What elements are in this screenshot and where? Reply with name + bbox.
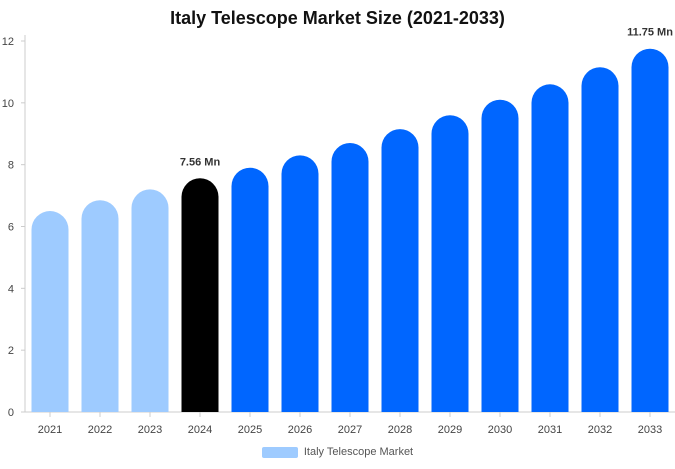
x-tick-label: 2026 <box>288 424 312 436</box>
chart-title: Italy Telescope Market Size (2021-2033) <box>170 8 505 28</box>
x-tick-label: 2030 <box>488 424 512 436</box>
y-tick-label: 10 <box>2 98 14 110</box>
bar-2027 <box>331 143 369 412</box>
bar-2032 <box>581 67 619 412</box>
x-tick-label: 2022 <box>88 424 112 436</box>
data-label: 7.56 Mn <box>180 156 221 168</box>
x-tick-label: 2023 <box>138 424 162 436</box>
y-tick-label: 4 <box>8 283 14 295</box>
bar-2033 <box>631 48 669 413</box>
y-tick-label: 0 <box>8 407 14 419</box>
x-tick-label: 2033 <box>638 424 662 436</box>
legend: Italy Telescope Market <box>0 446 675 458</box>
data-label: 11.75 Mn <box>627 27 673 39</box>
bar-2026 <box>281 155 319 412</box>
y-tick-label: 6 <box>8 222 14 234</box>
bar-2024 <box>181 178 219 412</box>
y-tick-label: 2 <box>8 345 14 357</box>
x-tick-label: 2024 <box>188 424 212 436</box>
bar-2029 <box>431 115 469 412</box>
y-tick-label: 8 <box>8 160 14 172</box>
bar-2031 <box>531 84 569 413</box>
legend-swatch <box>261 446 298 458</box>
x-tick-label: 2027 <box>338 424 362 436</box>
x-tick-label: 2029 <box>438 424 462 436</box>
bar-2023 <box>131 189 169 412</box>
bar-2021 <box>31 211 69 412</box>
x-tick-label: 2028 <box>388 424 412 436</box>
bar-2028 <box>381 129 419 413</box>
bar-2030 <box>481 99 519 413</box>
bar-2025 <box>231 167 269 412</box>
x-tick-label: 2032 <box>588 424 612 436</box>
y-tick-label: 12 <box>2 36 14 48</box>
x-tick-label: 2025 <box>238 424 262 436</box>
legend-label: Italy Telescope Market <box>303 446 414 458</box>
x-tick-label: 2031 <box>538 424 562 436</box>
bar-2022 <box>81 200 119 412</box>
x-tick-label: 2021 <box>38 424 62 436</box>
